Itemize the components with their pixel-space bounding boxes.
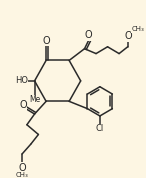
Text: CH₃: CH₃ bbox=[132, 26, 144, 32]
Text: HO: HO bbox=[15, 76, 28, 85]
Text: O: O bbox=[18, 163, 26, 173]
Text: CH₃: CH₃ bbox=[16, 172, 28, 178]
Text: Me: Me bbox=[29, 95, 40, 104]
Text: O: O bbox=[85, 30, 92, 40]
Text: O: O bbox=[19, 100, 27, 110]
Text: O: O bbox=[42, 36, 50, 46]
Text: Cl: Cl bbox=[96, 124, 104, 133]
Text: O: O bbox=[125, 31, 133, 41]
